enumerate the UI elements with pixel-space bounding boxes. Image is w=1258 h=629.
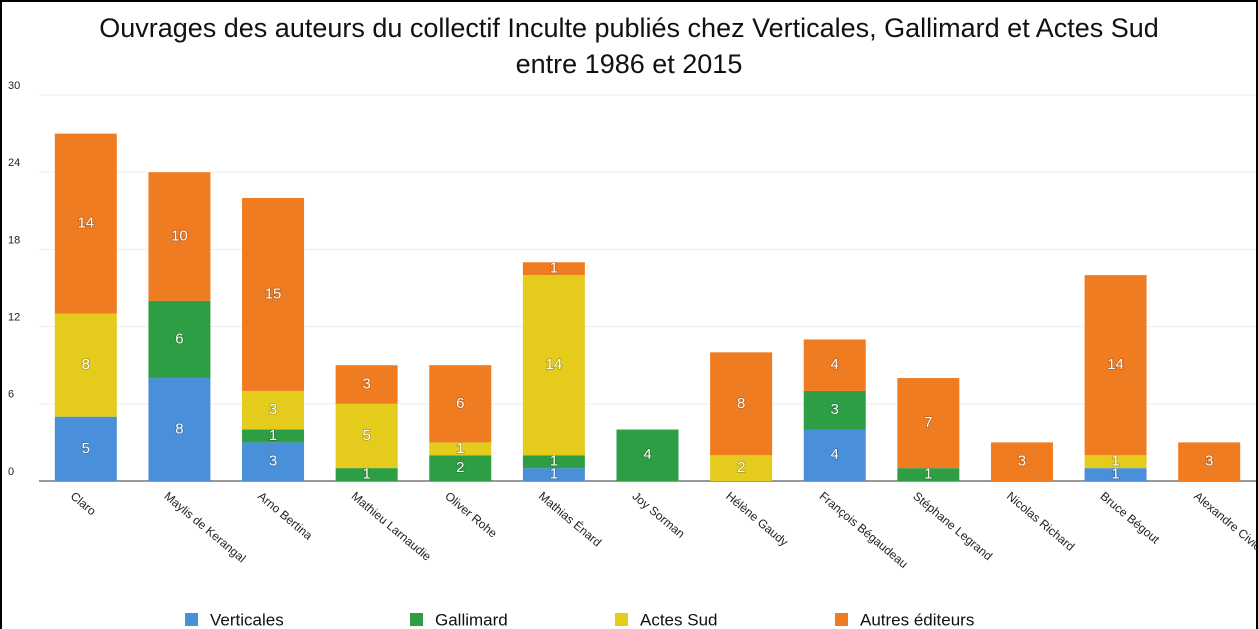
legend-swatch: [410, 613, 423, 626]
y-tick-label: 24: [8, 157, 20, 169]
data-label: 3: [362, 375, 370, 392]
data-label: 14: [77, 215, 94, 232]
y-tick-label: 12: [8, 312, 20, 324]
data-label: 3: [831, 401, 839, 418]
bar-segment: [335, 468, 398, 481]
data-label: 4: [643, 446, 651, 463]
bar-segment: [990, 442, 1053, 481]
x-tick-label: Joy Sorman: [630, 489, 688, 541]
legend-label: Autres éditeurs: [860, 610, 974, 629]
data-label: 1: [550, 453, 558, 470]
data-label: 8: [175, 421, 183, 438]
bar-segment: [242, 390, 305, 430]
y-tick-label: 0: [8, 466, 14, 478]
data-label: 14: [1107, 356, 1124, 373]
data-label: 6: [175, 330, 183, 347]
bar-segment: [710, 455, 773, 481]
bar-segment: [897, 468, 960, 481]
bar-segment: [148, 378, 211, 481]
data-label: 5: [82, 440, 90, 457]
data-label: 1: [550, 260, 558, 277]
data-label: 1: [1111, 466, 1119, 483]
data-label: 1: [362, 466, 370, 483]
bar-segment: [616, 429, 679, 481]
legend-label: Actes Sud: [640, 610, 718, 629]
y-tick-label: 30: [8, 80, 20, 92]
data-label: 8: [82, 356, 90, 373]
bar-segment: [242, 197, 305, 391]
bar-segment: [429, 365, 492, 443]
bar-segment: [148, 300, 211, 379]
data-label: 3: [1018, 453, 1026, 470]
bar-segment: [710, 352, 773, 456]
bar-segment: [335, 403, 398, 469]
y-tick-label: 18: [8, 234, 20, 246]
bar-segment: [54, 133, 117, 314]
legend-swatch: [835, 613, 848, 626]
x-tick-label: Mathieu Larnaudie: [349, 489, 434, 564]
x-tick-label: Arno Bertina: [255, 489, 315, 543]
bar-segment: [148, 172, 211, 301]
bar-segment: [54, 313, 117, 417]
data-label: 10: [171, 228, 188, 245]
legend-label: Gallimard: [435, 610, 508, 629]
data-label: 4: [831, 446, 839, 463]
bar-segment: [242, 442, 305, 481]
bar-segment: [335, 365, 398, 404]
x-tick-label: Claro: [68, 489, 99, 518]
x-tick-label: Oliver Rohe: [442, 489, 500, 541]
data-label: 1: [456, 440, 464, 457]
bar-segment: [803, 429, 866, 481]
bar-segment: [429, 455, 492, 481]
data-label: 6: [456, 395, 464, 412]
data-label: 5: [362, 427, 370, 444]
bar-segment: [54, 416, 117, 481]
data-label: 7: [924, 414, 932, 431]
bar-segment: [803, 390, 866, 430]
x-tick-label: Alexandre Civico: [1191, 489, 1258, 558]
legend-label: Verticales: [210, 610, 284, 629]
data-label: 15: [265, 285, 282, 302]
x-tick-label: Hélène Gaudy: [723, 489, 791, 549]
data-label: 8: [737, 395, 745, 412]
x-tick-label: François Bégaudeau: [817, 489, 911, 571]
bar-segment: [522, 262, 585, 276]
x-tick-label: Bruce Bégout: [1098, 489, 1163, 547]
bar-segment: [897, 378, 960, 469]
bar-segment: [429, 442, 492, 456]
data-label: 3: [269, 401, 277, 418]
data-label: 14: [546, 356, 563, 373]
data-label: 2: [456, 459, 464, 476]
bar-segment: [522, 275, 585, 456]
bar-segment: [1084, 455, 1147, 469]
bar-segment: [1084, 275, 1147, 456]
data-label: 1: [1111, 453, 1119, 470]
y-tick-label: 6: [8, 389, 14, 401]
bar-segment: [522, 468, 585, 481]
data-label: 4: [831, 356, 839, 373]
data-label: 1: [924, 466, 932, 483]
bar-segment: [522, 455, 585, 469]
legend-swatch: [185, 613, 198, 626]
x-tick-label: Mathias Énard: [536, 488, 605, 549]
data-label: 1: [550, 466, 558, 483]
bar-segment: [1084, 468, 1147, 481]
data-label: 3: [1205, 453, 1213, 470]
chart-title: entre 1986 et 2015: [516, 49, 743, 79]
bar-segment: [242, 429, 305, 443]
data-label: 3: [269, 453, 277, 470]
data-label: 2: [737, 459, 745, 476]
x-tick-label: Nicolas Richard: [1004, 489, 1077, 554]
x-tick-label: Maylis de Kerangal: [161, 489, 248, 565]
x-tick-label: Stéphane Legrand: [910, 489, 995, 563]
data-label: 1: [269, 427, 277, 444]
bar-segment: [1178, 442, 1241, 481]
chart-title: Ouvrages des auteurs du collectif Incult…: [99, 13, 1159, 43]
legend-swatch: [615, 613, 628, 626]
bar-segment: [803, 339, 866, 391]
